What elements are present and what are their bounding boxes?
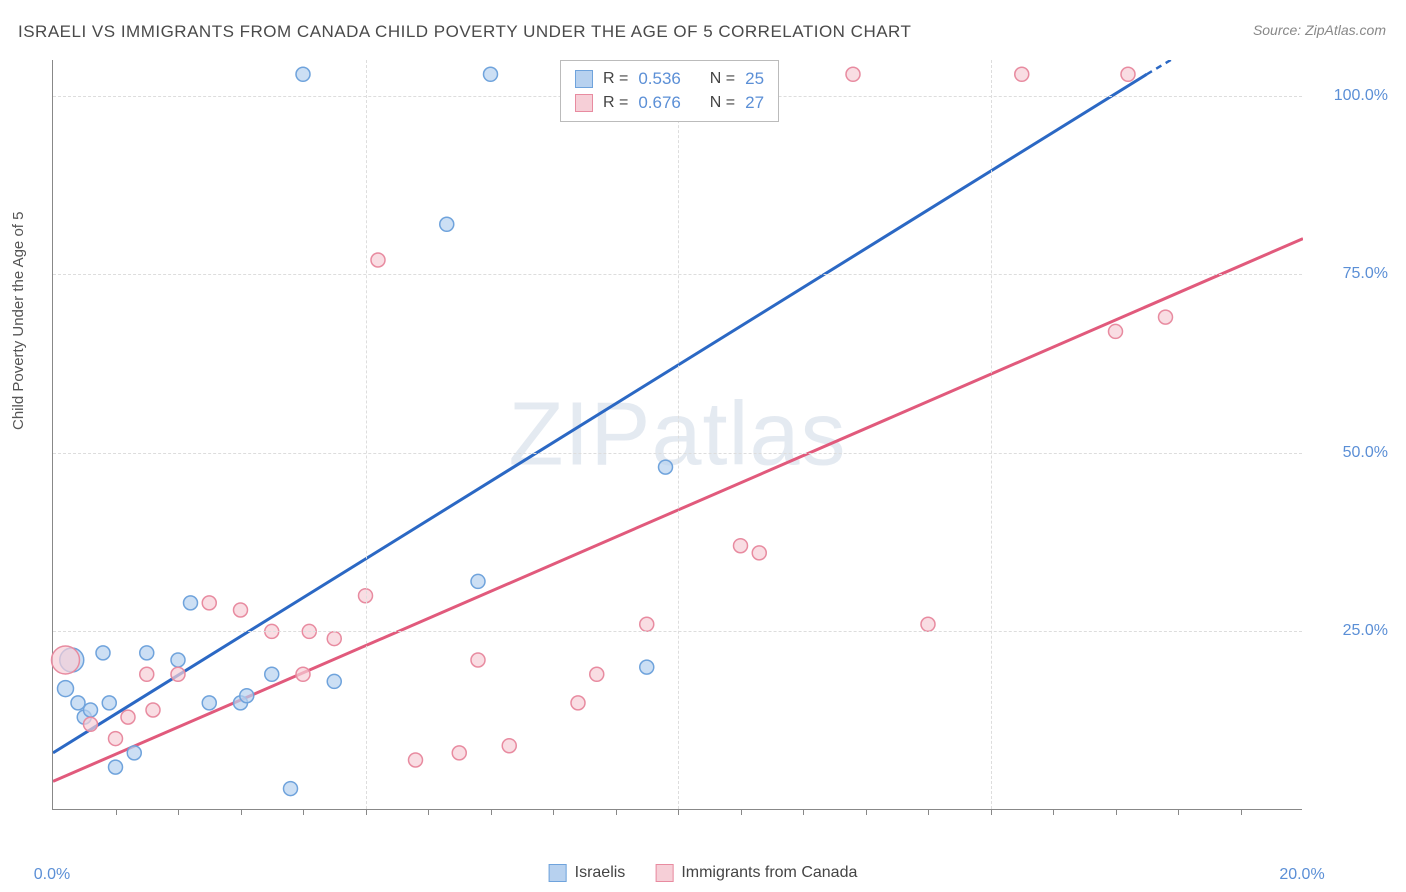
chart-source: Source: ZipAtlas.com xyxy=(1253,22,1386,38)
n-value-canada: 27 xyxy=(745,93,764,113)
data-point-canada xyxy=(234,603,248,617)
data-point-israelis xyxy=(640,660,654,674)
r-label: R = xyxy=(603,70,628,88)
chart-container: ISRAELI VS IMMIGRANTS FROM CANADA CHILD … xyxy=(0,0,1406,892)
data-point-israelis xyxy=(71,696,85,710)
data-point-canada xyxy=(327,632,341,646)
x-tick-label: 0.0% xyxy=(34,866,70,884)
n-value-israelis: 25 xyxy=(745,69,764,89)
y-tick-label: 25.0% xyxy=(1343,622,1388,640)
source-link[interactable]: ZipAtlas.com xyxy=(1305,22,1386,38)
source-prefix: Source: xyxy=(1253,22,1305,38)
data-point-israelis xyxy=(96,646,110,660)
data-point-canada xyxy=(109,732,123,746)
legend-item-canada: Immigrants from Canada xyxy=(655,864,857,882)
data-point-israelis xyxy=(140,646,154,660)
r-value-canada: 0.676 xyxy=(638,93,681,113)
data-point-israelis xyxy=(171,653,185,667)
y-axis-label: Child Poverty Under the Age of 5 xyxy=(10,212,27,430)
r-label: R = xyxy=(603,94,628,112)
data-point-canada xyxy=(1109,324,1123,338)
data-point-canada xyxy=(471,653,485,667)
stats-legend-box: R = 0.536 N = 25 R = 0.676 N = 27 xyxy=(560,60,779,122)
data-point-canada xyxy=(1121,67,1135,81)
legend-label-israelis: Israelis xyxy=(575,864,626,882)
y-tick-label: 75.0% xyxy=(1343,265,1388,283)
data-point-canada xyxy=(640,617,654,631)
n-label: N = xyxy=(710,94,735,112)
chart-title: ISRAELI VS IMMIGRANTS FROM CANADA CHILD … xyxy=(18,22,911,42)
x-tick-label: 20.0% xyxy=(1279,866,1324,884)
y-tick-label: 100.0% xyxy=(1334,87,1388,105)
data-point-canada xyxy=(296,667,310,681)
legend-item-israelis: Israelis xyxy=(549,864,626,882)
data-point-canada xyxy=(202,596,216,610)
legend-label-canada: Immigrants from Canada xyxy=(681,864,857,882)
data-point-israelis xyxy=(284,782,298,796)
data-point-israelis xyxy=(659,460,673,474)
data-point-canada xyxy=(84,717,98,731)
stats-row-israelis: R = 0.536 N = 25 xyxy=(575,67,764,91)
data-point-israelis xyxy=(58,681,74,697)
data-point-israelis xyxy=(471,574,485,588)
data-point-canada xyxy=(409,753,423,767)
data-point-canada xyxy=(590,667,604,681)
data-point-canada xyxy=(502,739,516,753)
data-point-canada xyxy=(1159,310,1173,324)
data-point-canada xyxy=(846,67,860,81)
data-point-canada xyxy=(734,539,748,553)
data-point-israelis xyxy=(265,667,279,681)
legend-swatch-canada xyxy=(655,864,673,882)
data-point-canada xyxy=(1015,67,1029,81)
data-point-israelis xyxy=(484,67,498,81)
data-point-israelis xyxy=(296,67,310,81)
data-point-israelis xyxy=(327,674,341,688)
plot-area: ZIPatlas xyxy=(52,60,1302,810)
data-point-canada xyxy=(171,667,185,681)
data-point-canada xyxy=(752,546,766,560)
data-point-israelis xyxy=(202,696,216,710)
data-point-canada xyxy=(371,253,385,267)
data-point-israelis xyxy=(102,696,116,710)
data-point-israelis xyxy=(127,746,141,760)
data-point-canada xyxy=(140,667,154,681)
data-point-canada xyxy=(52,646,80,674)
stats-swatch-israelis xyxy=(575,70,593,88)
stats-swatch-canada xyxy=(575,94,593,112)
data-point-canada xyxy=(921,617,935,631)
stats-row-canada: R = 0.676 N = 27 xyxy=(575,91,764,115)
legend-swatch-israelis xyxy=(549,864,567,882)
data-point-israelis xyxy=(84,703,98,717)
data-point-israelis xyxy=(240,689,254,703)
y-tick-label: 50.0% xyxy=(1343,444,1388,462)
legend-bottom: Israelis Immigrants from Canada xyxy=(549,864,858,882)
data-point-israelis xyxy=(440,217,454,231)
data-point-israelis xyxy=(184,596,198,610)
r-value-israelis: 0.536 xyxy=(638,69,681,89)
n-label: N = xyxy=(710,70,735,88)
data-point-canada xyxy=(121,710,135,724)
trend-line-israelis xyxy=(53,74,1147,753)
data-point-israelis xyxy=(109,760,123,774)
data-point-canada xyxy=(146,703,160,717)
data-point-canada xyxy=(452,746,466,760)
data-point-canada xyxy=(571,696,585,710)
